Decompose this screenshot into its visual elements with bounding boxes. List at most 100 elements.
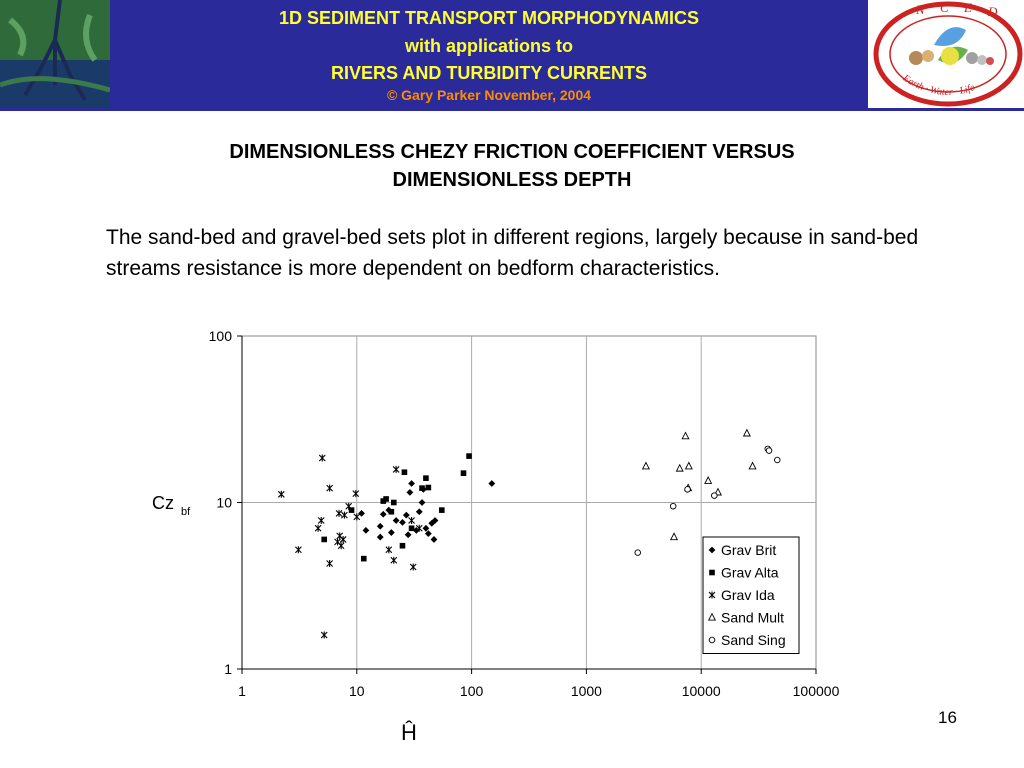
- data-point: [341, 511, 348, 519]
- data-point: [383, 496, 389, 502]
- data-point: [418, 499, 426, 506]
- data-point: [634, 549, 641, 556]
- data-point: [428, 519, 436, 527]
- legend-label: Grav Brit: [721, 542, 776, 558]
- y-tick-label: 100: [209, 328, 233, 344]
- data-point: [362, 526, 370, 534]
- x-tick-label: 1000: [571, 683, 602, 699]
- data-point: [376, 522, 384, 530]
- x-tick-label: 1: [238, 683, 246, 699]
- slide-title-line1: DIMENSIONLESS CHEZY FRICTION COEFFICIENT…: [229, 141, 795, 163]
- data-point: [295, 546, 302, 554]
- nced-logo: N C E D Earth · Water · Life: [868, 0, 1024, 108]
- data-point: [684, 483, 693, 492]
- slide-title-line2: DIMENSIONLESS DEPTH: [392, 169, 632, 191]
- data-point: [388, 508, 395, 515]
- data-point: [314, 524, 322, 532]
- slide-header: 1D SEDIMENT TRANSPORT MORPHODYNAMICS wit…: [0, 0, 1024, 111]
- data-point: [704, 476, 713, 484]
- data-point: [670, 532, 679, 541]
- data-point: [408, 525, 415, 532]
- logo-letter-c: C: [940, 0, 949, 15]
- data-point: [422, 524, 430, 532]
- data-point: [412, 526, 420, 534]
- legend-label: Grav Alta: [721, 565, 779, 581]
- y-tick-label: 10: [216, 495, 232, 511]
- data-point: [711, 492, 718, 499]
- data-point: [764, 445, 772, 453]
- legend-marker: [708, 636, 716, 644]
- data-point: [348, 507, 355, 513]
- data-point: [669, 502, 677, 510]
- x-tick-label: 100: [460, 683, 484, 699]
- data-point: [385, 546, 393, 554]
- data-point: [404, 531, 412, 539]
- data-point: [765, 447, 773, 454]
- data-point: [337, 542, 345, 550]
- data-point: [423, 475, 429, 481]
- data-point: [409, 563, 417, 571]
- data-point: [334, 538, 341, 546]
- legend-marker: [709, 569, 715, 576]
- data-point: [352, 490, 360, 498]
- copyright-text: © Gary Parker November, 2004: [386, 87, 592, 103]
- y-tick-label: 1: [224, 661, 232, 677]
- data-point: [379, 510, 387, 518]
- logo-letter-d: D: [987, 4, 998, 19]
- x-axis-label: Ĥ: [401, 720, 417, 745]
- header-divider: [0, 108, 1024, 111]
- series-grav-alta: [321, 453, 472, 562]
- data-point: [380, 498, 387, 504]
- data-point: [641, 461, 650, 470]
- data-point: [425, 484, 432, 491]
- data-point: [339, 535, 347, 543]
- data-point: [713, 487, 723, 496]
- slide-title: DIMENSIONLESS CHEZY FRICTION COEFFICIENT…: [100, 138, 924, 194]
- data-point: [399, 518, 406, 526]
- legend-label: Sand Mult: [721, 610, 784, 626]
- data-point: [353, 513, 361, 521]
- data-point: [684, 486, 691, 493]
- data-point: [774, 456, 781, 464]
- logo-letter-e: E: [963, 0, 972, 15]
- course-banner: 1D SEDIMENT TRANSPORT MORPHODYNAMICS wit…: [110, 0, 868, 108]
- legend-marker: [707, 612, 717, 621]
- data-point: [320, 631, 328, 639]
- x-tick-label: 10: [349, 683, 365, 699]
- series-grav-brit: [358, 480, 496, 543]
- series-sand-sing: [634, 445, 781, 556]
- slide-body-text: The sand-bed and gravel-bed sets plot in…: [106, 226, 919, 280]
- data-point: [358, 510, 365, 517]
- logo-letter-n: N: [915, 2, 926, 17]
- y-axis-label: Cz: [152, 493, 174, 513]
- data-point: [390, 556, 398, 564]
- data-point: [488, 480, 496, 487]
- data-point: [392, 465, 400, 473]
- data-point: [336, 532, 344, 540]
- data-point: [318, 454, 326, 462]
- data-point: [392, 517, 400, 524]
- page-number: 16: [938, 708, 957, 727]
- data-point: [402, 511, 410, 519]
- data-point: [399, 542, 406, 549]
- chart-legend: [702, 536, 800, 654]
- data-point: [675, 463, 684, 472]
- data-point: [408, 480, 415, 487]
- data-point: [460, 470, 467, 476]
- series-grav-ida: [277, 454, 423, 639]
- data-point: [748, 461, 757, 470]
- course-title-line3: RIVERS AND TURBIDITY CURRENTS: [330, 63, 648, 83]
- data-point: [466, 453, 472, 459]
- data-point: [742, 428, 751, 437]
- data-point: [419, 485, 425, 491]
- y-axis-label-subscript: bf: [181, 506, 191, 518]
- data-point: [387, 529, 395, 536]
- data-point: [376, 533, 384, 541]
- data-point: [431, 517, 439, 524]
- data-point: [345, 502, 353, 510]
- course-title-line1: 1D SEDIMENT TRANSPORT MORPHODYNAMICS: [278, 8, 700, 28]
- data-point: [424, 530, 432, 538]
- plot-area: [241, 335, 817, 670]
- data-point: [390, 499, 397, 506]
- data-point: [415, 508, 423, 516]
